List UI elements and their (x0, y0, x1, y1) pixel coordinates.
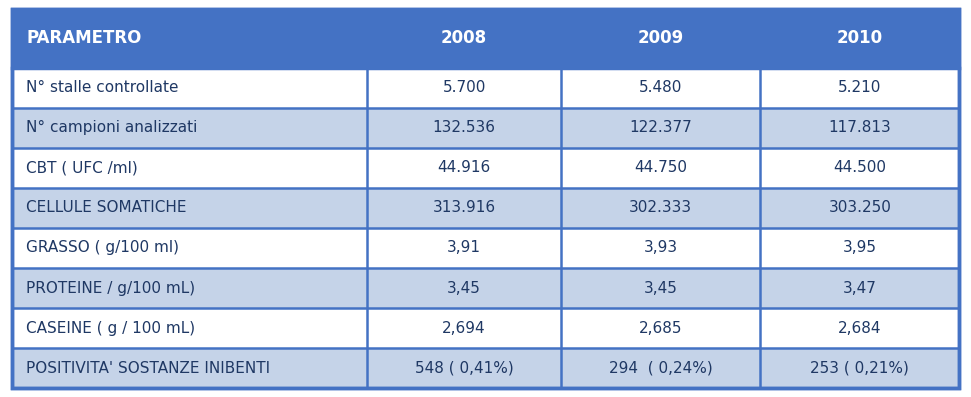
Text: 2009: 2009 (638, 29, 684, 47)
Text: PARAMETRO: PARAMETRO (26, 29, 142, 47)
Bar (367, 228, 561, 268)
Bar (760, 148, 959, 188)
Bar (760, 308, 959, 348)
Text: 5.480: 5.480 (639, 80, 683, 95)
Bar (12, 67, 367, 108)
Bar (12, 308, 367, 348)
Bar (561, 9, 760, 67)
Bar (760, 188, 959, 228)
Text: 2010: 2010 (837, 29, 883, 47)
Text: 548 ( 0,41%): 548 ( 0,41%) (415, 361, 514, 376)
Text: 3,91: 3,91 (448, 241, 482, 255)
Bar (561, 348, 760, 388)
Text: 3,45: 3,45 (644, 281, 678, 295)
Bar (12, 188, 367, 228)
Text: 303.250: 303.250 (828, 200, 891, 215)
Text: 2,694: 2,694 (443, 321, 486, 335)
Text: 3,95: 3,95 (843, 241, 877, 255)
Bar (561, 148, 760, 188)
Bar (12, 268, 367, 308)
Text: 2,685: 2,685 (639, 321, 683, 335)
Text: 302.333: 302.333 (629, 200, 692, 215)
Text: 44.750: 44.750 (634, 160, 687, 175)
Bar (12, 348, 367, 388)
Bar (561, 228, 760, 268)
Text: 44.500: 44.500 (833, 160, 887, 175)
Bar (367, 348, 561, 388)
Text: 122.377: 122.377 (629, 120, 692, 135)
Text: POSITIVITA' SOSTANZE INIBENTI: POSITIVITA' SOSTANZE INIBENTI (26, 361, 270, 376)
Bar (561, 308, 760, 348)
Text: CASEINE ( g / 100 mL): CASEINE ( g / 100 mL) (26, 321, 195, 335)
Bar (367, 268, 561, 308)
Bar (12, 148, 367, 188)
Text: 2,684: 2,684 (838, 321, 882, 335)
Bar (561, 268, 760, 308)
Bar (367, 9, 561, 67)
Text: 2008: 2008 (441, 29, 487, 47)
Text: 3,45: 3,45 (448, 281, 481, 295)
Bar (12, 228, 367, 268)
Bar (760, 108, 959, 148)
Text: CBT ( UFC /ml): CBT ( UFC /ml) (26, 160, 138, 175)
Bar (367, 308, 561, 348)
Bar (12, 108, 367, 148)
Text: 253 ( 0,21%): 253 ( 0,21%) (811, 361, 909, 376)
Bar (367, 108, 561, 148)
Bar (561, 188, 760, 228)
Text: N° stalle controllate: N° stalle controllate (26, 80, 179, 95)
Text: 5.700: 5.700 (443, 80, 486, 95)
Text: 5.210: 5.210 (838, 80, 882, 95)
Text: 44.916: 44.916 (438, 160, 490, 175)
Text: N° campioni analizzati: N° campioni analizzati (26, 120, 197, 135)
Bar (12, 9, 367, 67)
Text: GRASSO ( g/100 ml): GRASSO ( g/100 ml) (26, 241, 180, 255)
Bar (760, 9, 959, 67)
Bar (367, 67, 561, 108)
Text: 3,93: 3,93 (644, 241, 678, 255)
Text: 3,47: 3,47 (843, 281, 877, 295)
Text: 132.536: 132.536 (433, 120, 495, 135)
Bar (367, 188, 561, 228)
Text: 117.813: 117.813 (828, 120, 891, 135)
Text: PROTEINE / g/100 mL): PROTEINE / g/100 mL) (26, 281, 195, 295)
Text: CELLULE SOMATICHE: CELLULE SOMATICHE (26, 200, 186, 215)
Text: 313.916: 313.916 (433, 200, 496, 215)
Bar (760, 67, 959, 108)
Bar (760, 228, 959, 268)
Text: 294  ( 0,24%): 294 ( 0,24%) (609, 361, 713, 376)
Bar (367, 148, 561, 188)
Bar (561, 108, 760, 148)
Bar (760, 348, 959, 388)
Bar (561, 67, 760, 108)
Bar (760, 268, 959, 308)
